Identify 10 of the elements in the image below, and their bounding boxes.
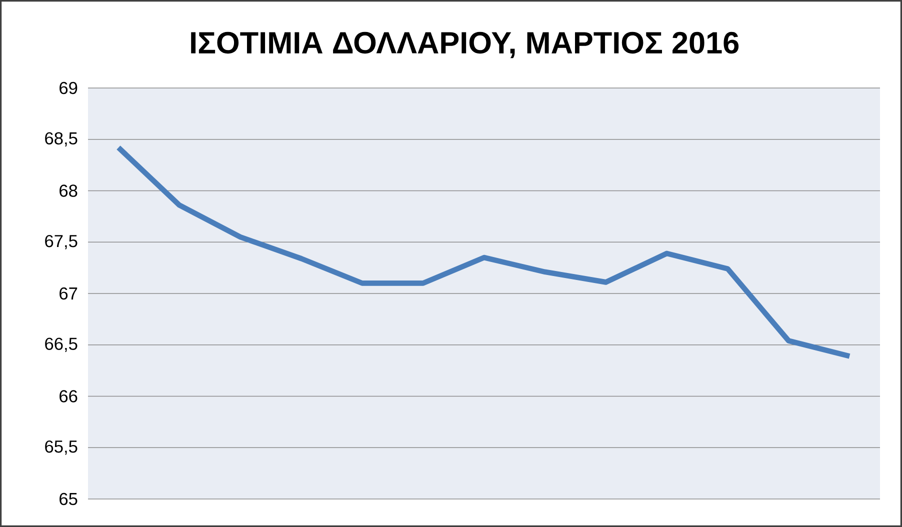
y-tick-label: 69 <box>60 82 78 94</box>
y-tick-label: 67,5 <box>45 234 78 250</box>
y-tick-label: 65,5 <box>45 440 78 455</box>
chart-title: ΙΣΟΤΙΜΙΑ ΔΟΛΛΑΡΙΟΥ, ΜΑΡΤΙΟΣ 2016 <box>191 32 739 58</box>
y-tick-label: 66,5 <box>45 338 78 352</box>
y-tick-label: 67 <box>60 287 78 300</box>
y-tick-label: 66 <box>60 390 78 402</box>
y-tick-label: 68,5 <box>45 132 78 147</box>
y-tick-label: 68 <box>60 184 78 197</box>
y-tick-label: 65 <box>60 492 78 506</box>
